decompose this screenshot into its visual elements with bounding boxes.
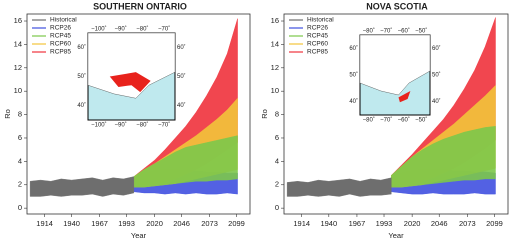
y-tick-label: 8	[18, 110, 22, 119]
legend-label: Historical	[50, 17, 77, 24]
inset-lon-label: −90˚	[115, 26, 127, 33]
y-tick-label: 2	[18, 180, 22, 189]
y-tick-label: 14	[14, 39, 22, 48]
inset-lon-label: −50˚	[415, 28, 427, 35]
y-tick-label: 2	[275, 180, 279, 189]
inset-lon-label: −80˚	[136, 122, 148, 129]
inset-lon-label: −60˚	[398, 28, 410, 35]
legend-label: RCP45	[307, 33, 328, 40]
inset-lat-label: 60˚	[77, 44, 86, 51]
x-tick-label: 2073	[459, 219, 476, 228]
y-axis-label: Ro	[3, 109, 12, 119]
x-tick-label: 1967	[91, 219, 108, 228]
y-axis-label: Ro	[260, 109, 269, 119]
legend-label: RCP26	[50, 25, 71, 32]
inset-map-region	[398, 91, 411, 103]
legend-label: Historical	[307, 17, 334, 24]
x-tick-label: 1967	[349, 219, 366, 228]
x-tick-label: 1940	[320, 219, 337, 228]
inset-lon-label: −50˚	[415, 117, 427, 124]
y-tick-label: 4	[275, 156, 279, 165]
inset-lon-label: −70˚	[158, 122, 170, 129]
legend-label: RCP60	[50, 41, 71, 48]
y-tick-label: 0	[275, 203, 279, 212]
legend-label: RCP85	[50, 49, 71, 56]
y-tick-label: 12	[271, 63, 279, 72]
inset-lat-label: 60˚	[349, 45, 358, 52]
x-tick-label: 2099	[228, 219, 245, 228]
x-tick-label: 2073	[201, 219, 218, 228]
x-tick-label: 2046	[173, 219, 190, 228]
x-tick-label: 2046	[431, 219, 448, 228]
legend-label: RCP60	[307, 41, 328, 48]
y-tick-label: 10	[14, 86, 22, 95]
series-band	[133, 135, 238, 188]
y-tick-label: 4	[18, 156, 22, 165]
x-tick-label: 1993	[376, 219, 393, 228]
inset-lon-label: −70˚	[380, 117, 392, 124]
inset-lon-label: −80˚	[136, 26, 148, 33]
x-tick-label: 1914	[293, 219, 310, 228]
inset-lon-label: −70˚	[158, 26, 170, 33]
x-tick-label: 2020	[146, 219, 163, 228]
series-band	[29, 176, 135, 197]
x-tick-label: 1993	[118, 219, 135, 228]
plot-frame	[26, 13, 251, 215]
inset-lat-label: 60˚	[177, 44, 186, 51]
chart-title: NOVA SCOTIA	[366, 1, 428, 11]
y-tick-label: 14	[271, 39, 279, 48]
y-tick-label: 12	[14, 63, 22, 72]
series-band	[286, 177, 392, 197]
y-tick-label: 6	[275, 133, 279, 142]
y-tick-label: 0	[18, 203, 22, 212]
legend-label: RCP85	[307, 49, 328, 56]
inset-lon-label: −80˚	[363, 117, 375, 124]
inset-map-land	[87, 32, 176, 99]
series-band	[391, 126, 496, 188]
inset-lon-label: −60˚	[398, 117, 410, 124]
inset-lat-label: 50˚	[77, 73, 86, 80]
inset-lat-label: 50˚	[432, 72, 441, 79]
x-tick-label: 2099	[486, 219, 503, 228]
x-tick-label: 1940	[63, 219, 80, 228]
inset-lat-label: 50˚	[177, 73, 186, 80]
inset-lon-label: −80˚	[363, 28, 375, 35]
inset-lon-label: −90˚	[115, 122, 127, 129]
inset-map-land	[359, 34, 431, 96]
inset-lat-label: 50˚	[349, 72, 358, 79]
legend-label: RCP26	[307, 25, 328, 32]
y-tick-label: 10	[271, 86, 279, 95]
inset-lat-label: 40˚	[432, 98, 441, 105]
inset-lon-label: −100˚	[91, 26, 107, 33]
chart-title: SOUTHERN ONTARIO	[93, 1, 187, 11]
x-tick-label: 1914	[36, 219, 53, 228]
x-tick-label: 2020	[404, 219, 421, 228]
inset-lat-label: 40˚	[349, 98, 358, 105]
inset-lon-label: −70˚	[380, 28, 392, 35]
inset-lat-label: 40˚	[77, 102, 86, 109]
y-tick-label: 16	[271, 16, 279, 25]
inset-map-region	[109, 72, 151, 93]
inset-lon-label: −100˚	[91, 122, 107, 129]
legend-label: RCP45	[50, 33, 71, 40]
plot-frame	[283, 13, 509, 215]
x-axis-label: Year	[388, 231, 404, 240]
y-tick-label: 8	[275, 110, 279, 119]
inset-lat-label: 60˚	[432, 45, 441, 52]
inset-lat-label: 40˚	[177, 102, 186, 109]
x-axis-label: Year	[131, 231, 147, 240]
y-tick-label: 6	[18, 133, 22, 142]
y-tick-label: 16	[14, 16, 22, 25]
